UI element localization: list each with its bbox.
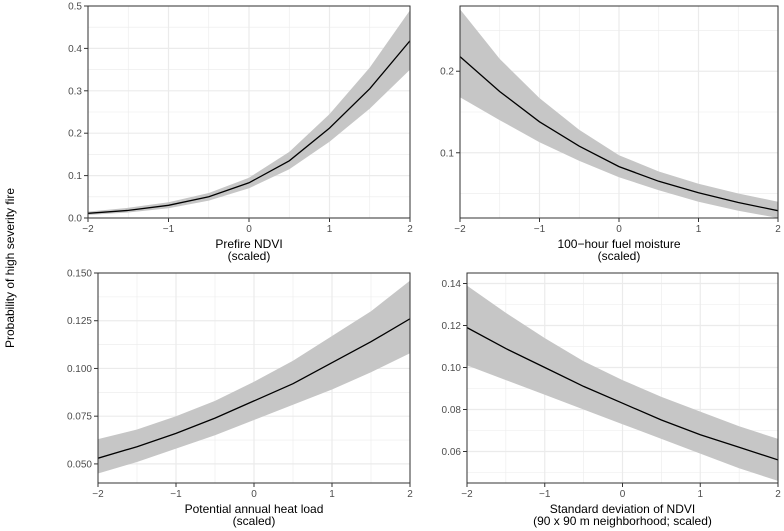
y-tick-label: 0.0 — [68, 214, 82, 225]
y-tick-label: 0.075 — [67, 412, 92, 423]
y-tick-label: 0.12 — [442, 321, 462, 332]
x-tick-label: 2 — [407, 224, 413, 235]
chart-panel-2: −2 −1 0 1 2 0.1 0.2 100−hour fuel moisture(scal… — [440, 5, 781, 263]
x-tick-label: −1 — [534, 224, 546, 235]
x-tick-label: 1 — [327, 224, 333, 235]
x-tick-label: −2 — [454, 224, 466, 235]
x-tick-label: 2 — [775, 224, 781, 235]
x-axis-label: (scaled) — [598, 249, 641, 263]
y-tick-label: 0.150 — [67, 269, 92, 280]
x-tick-label: 1 — [696, 224, 702, 235]
y-tick-label: 0.1 — [440, 148, 454, 159]
x-axis-label: Prefire NDVI — [215, 237, 282, 251]
y-tick-label: 0.5 — [68, 2, 82, 13]
confidence-ribbon — [98, 280, 410, 474]
x-tick-label: −2 — [82, 224, 94, 235]
chart-panel-4: −2 −1 0 1 2 0.06 0.08 0.10 0.12 0.14 Standard devi… — [442, 272, 781, 528]
series-line — [98, 318, 410, 459]
x-tick-label: −2 — [92, 489, 104, 500]
x-axis-label: Standard deviation of NDVI — [550, 502, 695, 516]
x-axis-label: (scaled) — [228, 249, 271, 263]
x-tick-label: 2 — [407, 489, 413, 500]
y-tick-label: 0.050 — [67, 459, 92, 470]
y-tick-label: 0.4 — [68, 44, 82, 55]
y-tick-label: 0.10 — [442, 363, 462, 374]
y-tick-label: 0.3 — [68, 86, 82, 97]
x-axis-label: (scaled) — [233, 514, 276, 528]
y-tick-label: 0.100 — [67, 364, 92, 375]
x-tick-label: −1 — [170, 489, 182, 500]
series-line — [467, 327, 778, 461]
x-tick-label: −1 — [539, 489, 551, 500]
chart-panel-1: −2 −1 0 1 2 0.0 0.1 0.2 0.3 0.4 0.5 Prefire NDVI(sc… — [68, 2, 413, 264]
y-tick-label: 0.125 — [67, 316, 92, 327]
x-axis-label: 100−hour fuel moisture — [557, 237, 680, 251]
confidence-ribbon — [467, 285, 778, 481]
x-tick-label: 0 — [616, 224, 622, 235]
y-tick-label: 0.06 — [442, 447, 462, 458]
x-tick-label: 0 — [246, 224, 252, 235]
x-tick-label: −1 — [163, 224, 175, 235]
y-tick-label: 0.2 — [68, 129, 82, 140]
x-tick-label: 0 — [251, 489, 257, 500]
confidence-ribbon — [460, 9, 778, 218]
chart-panel-3: −2 −1 0 1 2 0.050 0.075 0.100 0.125 0.150 Potentia… — [67, 269, 413, 529]
series-line — [88, 40, 410, 214]
x-axis-label: (90 x 90 m neighborhood; scaled) — [533, 514, 712, 528]
x-axis-label: Potential annual heat load — [185, 502, 324, 516]
x-tick-label: 1 — [697, 489, 703, 500]
global-y-axis-label: Probability of high severity fire — [3, 188, 17, 348]
y-tick-label: 0.1 — [68, 171, 82, 182]
plot-frame — [87, 5, 411, 219]
y-tick-label: 0.2 — [440, 67, 454, 78]
x-tick-label: −2 — [461, 489, 473, 500]
plot-frame — [459, 5, 779, 219]
x-tick-label: 0 — [620, 489, 626, 500]
x-tick-label: 2 — [775, 489, 781, 500]
plot-frame — [97, 272, 411, 484]
x-tick-label: 1 — [329, 489, 335, 500]
series-line — [460, 56, 778, 212]
y-tick-label: 0.14 — [442, 279, 462, 290]
y-tick-label: 0.08 — [442, 405, 462, 416]
plot-frame — [466, 272, 779, 484]
